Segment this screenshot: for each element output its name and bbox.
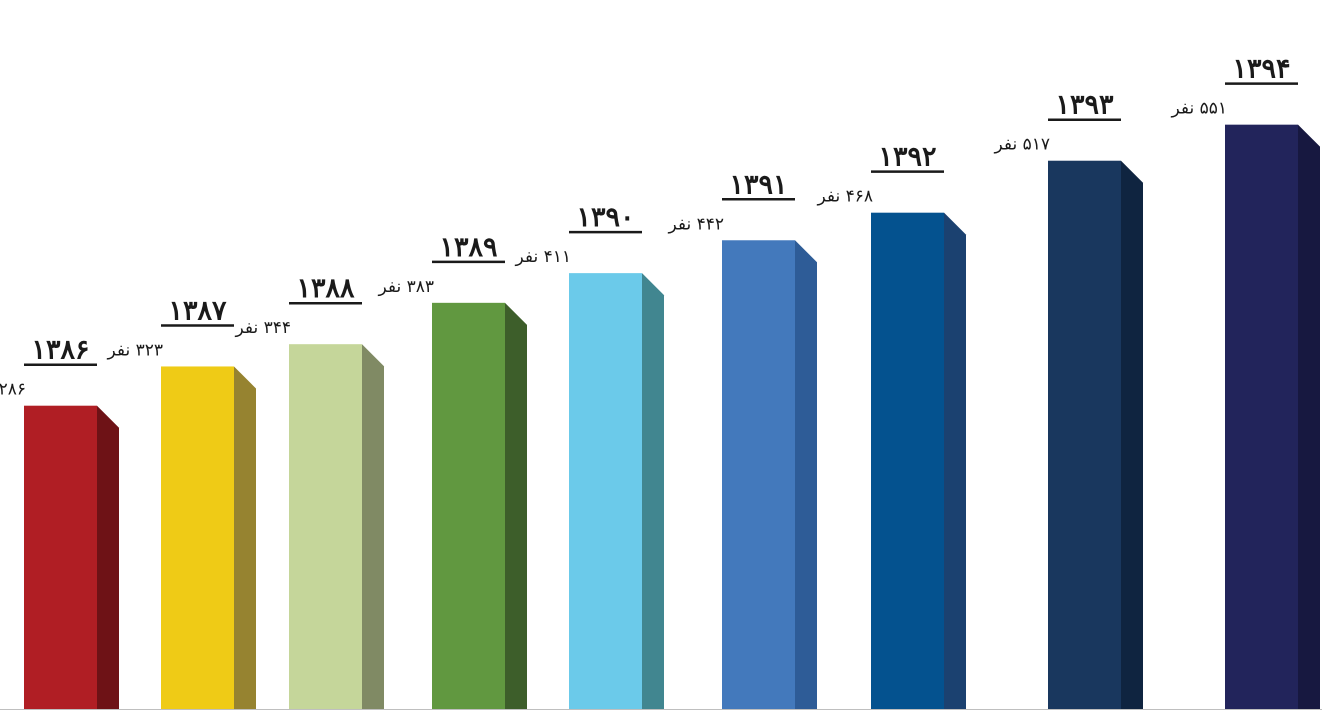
bar-side <box>642 273 664 709</box>
bar <box>289 344 362 709</box>
bar-side <box>1298 124 1320 710</box>
bar <box>871 212 944 709</box>
data-label: ۲۸۶ نفر <box>0 380 26 400</box>
data-label: ۳۴۴ نفر <box>234 318 291 338</box>
tick-label: ۱۳۹۱ <box>729 169 787 200</box>
bar-side <box>1121 160 1143 709</box>
bar-side <box>505 302 527 709</box>
bar-side <box>362 344 384 709</box>
bar-side <box>97 405 119 709</box>
data-label: ۴۴۲ نفر <box>667 214 724 234</box>
bar-side <box>944 212 966 709</box>
bar <box>569 273 642 709</box>
tick-label: ۱۳۸۶ <box>31 335 89 366</box>
data-label: ۴۶۸ نفر <box>816 187 873 207</box>
tick-label: ۱۳۹۳ <box>1055 90 1114 121</box>
bar <box>24 405 97 709</box>
data-label: ۳۸۳ نفر <box>377 277 434 297</box>
bar-side <box>234 366 256 709</box>
bar <box>1225 124 1298 710</box>
bar <box>722 240 795 709</box>
tick-label: ۱۳۸۹ <box>439 232 497 263</box>
tick-label: ۱۳۹۲ <box>878 142 936 173</box>
bar-side <box>795 240 817 709</box>
bar <box>432 302 505 709</box>
data-label: ۴۱۱ نفر <box>514 247 571 267</box>
tick-label: ۱۳۹۰ <box>576 202 634 233</box>
bar <box>161 366 234 709</box>
tick-label: ۱۳۸۸ <box>296 273 355 304</box>
bar-group: ۲۸۶ نفر۱۳۸۶ <box>0 335 119 709</box>
data-label: ۵۵۱ نفر <box>1170 99 1227 119</box>
data-label: ۳۲۳ نفر <box>106 340 163 360</box>
bar <box>1048 160 1121 709</box>
data-label: ۵۱۷ نفر <box>993 135 1050 155</box>
tick-label: ۱۳۸۷ <box>168 295 227 326</box>
tick-label: ۱۳۹۴ <box>1232 54 1290 85</box>
